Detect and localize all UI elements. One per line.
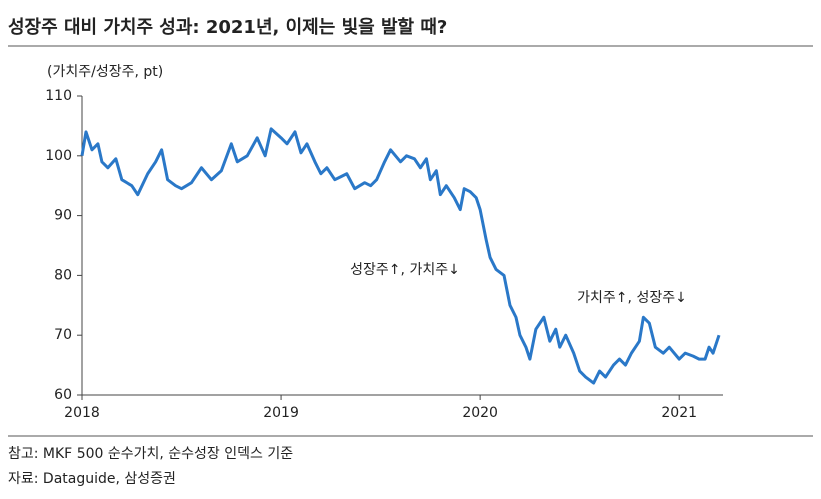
y-tick-label: 70 [54, 327, 72, 343]
x-tick-label: 2021 [661, 405, 697, 421]
y-tick-label: 80 [54, 267, 72, 283]
y-tick-label: 100 [45, 148, 72, 164]
x-tick-label: 2019 [263, 405, 299, 421]
x-tick-label: 2020 [462, 405, 498, 421]
data-line [80, 127, 721, 385]
x-tick-label: 2018 [64, 405, 100, 421]
annotation: 가치주↑, 성장주↓ [577, 290, 687, 306]
chart-title: 성장주 대비 가치주 성과: 2021년, 이제는 빛을 발할 때? [8, 16, 447, 38]
y-tick-label: 60 [54, 387, 72, 403]
y-axis-label: (가치주/성장주, pt) [47, 64, 163, 80]
source: 자료: Dataguide, 삼성증권 [8, 471, 176, 487]
y-tick-label: 110 [45, 88, 72, 104]
y-tick-label: 90 [54, 208, 72, 224]
annotation: 성장주↑, 가치주↓ [350, 262, 460, 278]
note: 참고: MKF 500 순수가치, 순수성장 인덱스 기준 [8, 446, 293, 462]
